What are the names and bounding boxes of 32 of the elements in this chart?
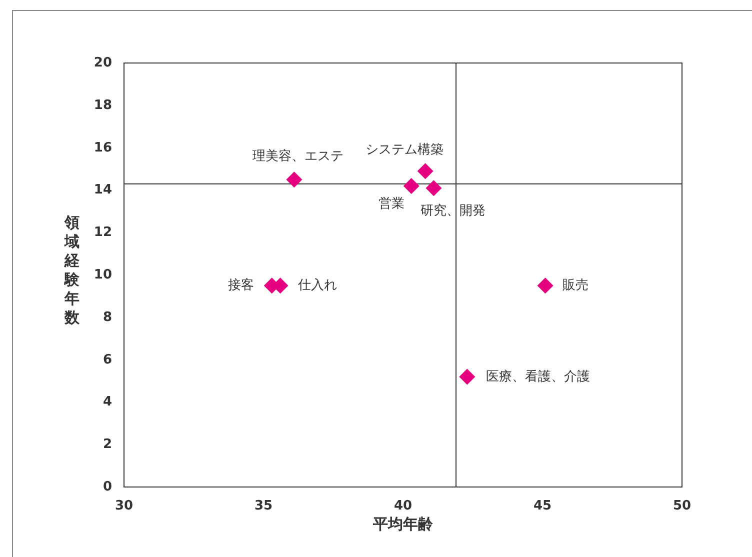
annotation: 医療、看護、介護 xyxy=(486,369,590,384)
y-tick-label: 4 xyxy=(102,394,112,410)
point xyxy=(403,178,420,194)
annotation: 販売 xyxy=(562,278,588,294)
point xyxy=(459,368,476,385)
annotation: 研究、開発 xyxy=(420,204,486,219)
y-tick-label: 14 xyxy=(94,182,112,198)
point xyxy=(417,163,434,180)
x-tick-label: 35 xyxy=(254,498,273,514)
annotation: 接客 xyxy=(228,277,254,294)
y-tick-label: 0 xyxy=(102,480,112,494)
y-tick-label: 2 xyxy=(102,437,112,452)
y-tick-label: 18 xyxy=(94,98,112,113)
annotation: 理美容、エステ xyxy=(252,148,344,164)
y-tick-label: 20 xyxy=(94,56,112,70)
x-axis-title: 平均年齢 xyxy=(372,515,434,533)
x-tick-label: 45 xyxy=(533,498,552,514)
x-tick-label: 30 xyxy=(114,498,134,514)
y-tick-label: 6 xyxy=(102,352,112,368)
point xyxy=(286,172,302,188)
point xyxy=(537,278,554,294)
annotation: システム構築 xyxy=(365,142,444,158)
y-tick-label: 8 xyxy=(102,310,112,325)
x-tick-label: 40 xyxy=(394,498,412,514)
annotation: 仕入れ xyxy=(297,278,338,294)
y-tick-label: 16 xyxy=(94,140,112,156)
y-tick-label: 12 xyxy=(94,225,112,240)
x-tick-label: 50 xyxy=(672,498,692,514)
y-tick-label: 10 xyxy=(94,268,112,282)
y-axis-title: 領域経験年数 xyxy=(64,214,80,326)
point xyxy=(426,180,442,196)
annotation: 営業 xyxy=(378,196,404,212)
